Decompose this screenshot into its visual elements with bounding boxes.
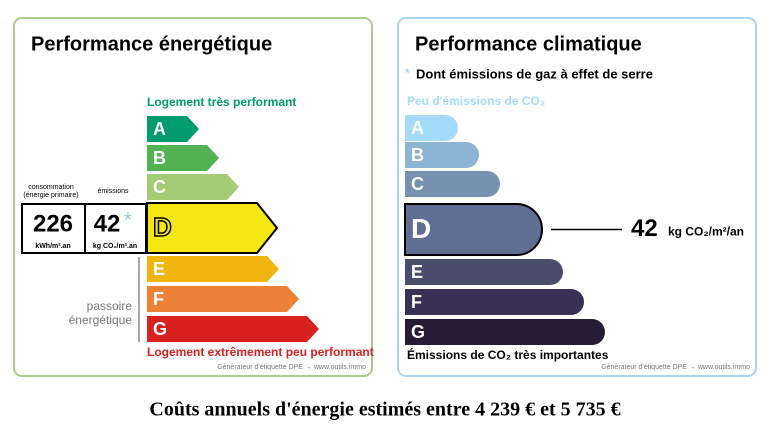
climate-class-bar [404, 203, 543, 256]
climate-bottom-label: Émissions de CO₂ très importantes [407, 347, 609, 362]
climate-class-letter: E [411, 262, 423, 282]
consumption-unit: kWh/m².an [35, 243, 70, 250]
emissions-asterisk: * [124, 209, 132, 231]
emissions-unit: kg CO₂/m².an [93, 243, 137, 250]
energy-footer: Générateur d'étiquette DPE → www.outils.… [217, 364, 366, 371]
climate-title: Performance climatique [415, 33, 642, 55]
consumption-label: consommation [28, 184, 74, 191]
climate-top-label: Peu d'émissions de CO₂ [407, 94, 545, 108]
energy-class-arrow [147, 286, 299, 312]
energy-class-letter: A [153, 119, 166, 139]
consumption-sublabel: (énergie primaire) [23, 192, 78, 199]
note-asterisk: * [405, 66, 410, 80]
climate-class-letter: G [411, 322, 425, 342]
climate-class-letter: A [411, 118, 424, 138]
climate-class-letter: F [411, 292, 422, 312]
climate-class-letter: C [411, 174, 424, 194]
energy-title: Performance énergétique [31, 33, 272, 55]
energy-class-arrow [147, 256, 279, 282]
energy-class-letter: C [153, 177, 166, 197]
climate-note: Dont émissions de gaz à effet de serre [416, 66, 653, 81]
energy-class-arrow [147, 174, 239, 200]
energy-top-label: Logement très performant [147, 95, 296, 109]
climate-class-letter: B [411, 145, 424, 165]
climate-panel [397, 17, 757, 377]
climate-value: 42 [631, 215, 658, 242]
climate-class-bar [405, 171, 500, 197]
climate-class-bar [405, 142, 479, 168]
climate-class-bar [405, 259, 563, 285]
energy-class-letter: B [153, 148, 166, 168]
emissions-label: émissions [97, 188, 129, 195]
climate-class-letter: D [411, 213, 431, 244]
climate-class-bar [405, 319, 605, 345]
energy-bottom-label: Logement extrêmement peu performant [147, 345, 374, 359]
energy-class-arrow [147, 316, 319, 342]
energy-class-letter: E [153, 259, 165, 279]
climate-footer: Générateur d'étiquette DPE → www.outils.… [601, 364, 750, 371]
energy-class-letter: G [153, 319, 167, 339]
passoire-label: passoire [87, 299, 133, 313]
energy-class-arrow [147, 116, 199, 142]
emissions-value: 42 [94, 210, 121, 237]
energy-class-letter: D [153, 212, 172, 242]
energy-class-letter: F [153, 289, 164, 309]
climate-class-bar [405, 289, 584, 315]
consumption-value: 226 [33, 210, 73, 237]
passoire-label: énergétique [69, 313, 133, 327]
energy-class-arrow [146, 202, 279, 254]
climate-class-bar [405, 115, 458, 141]
energy-class-arrow [147, 145, 219, 171]
climate-unit: kg CO₂/m²/an [668, 225, 744, 239]
costs: Coûts annuels d'énergie estimés entre 4 … [149, 399, 620, 421]
